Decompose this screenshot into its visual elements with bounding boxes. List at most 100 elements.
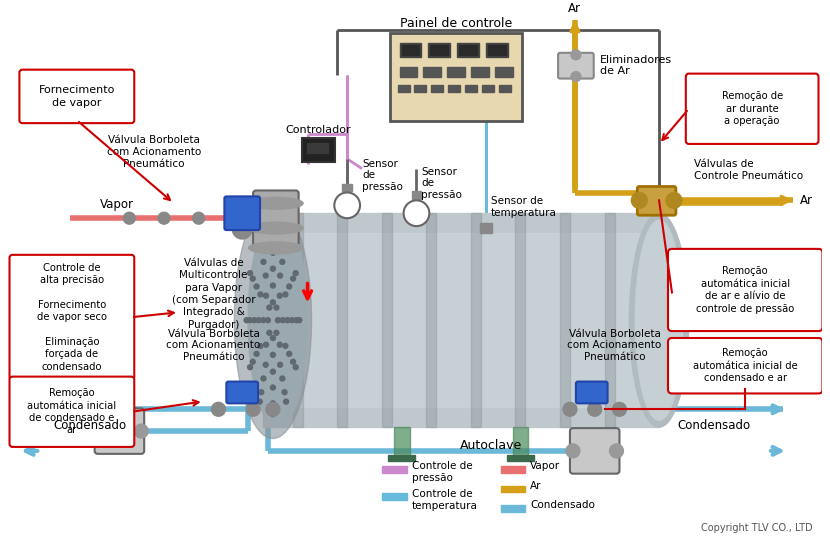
Text: Sensor
de
pressão: Sensor de pressão bbox=[422, 167, 462, 200]
Circle shape bbox=[158, 212, 170, 224]
Circle shape bbox=[258, 343, 263, 348]
Circle shape bbox=[281, 318, 285, 323]
Text: Válvula Borboleta
com Acionamento
Pneumático: Válvula Borboleta com Acionamento Pneumá… bbox=[107, 136, 201, 168]
Bar bbox=[471, 213, 481, 427]
Circle shape bbox=[254, 284, 259, 289]
Circle shape bbox=[193, 212, 204, 224]
Circle shape bbox=[571, 72, 581, 82]
Circle shape bbox=[247, 364, 252, 370]
Bar bbox=[560, 213, 570, 427]
Circle shape bbox=[588, 402, 602, 416]
Circle shape bbox=[90, 424, 105, 438]
Circle shape bbox=[283, 343, 288, 348]
Text: Sensor de
temperatura: Sensor de temperatura bbox=[491, 197, 557, 218]
Bar bbox=[482, 85, 494, 92]
Circle shape bbox=[247, 318, 252, 323]
Text: Remoção
automática inicial
de condensado e
ar: Remoção automática inicial de condensado… bbox=[27, 388, 116, 435]
Text: Sensor
de
pressão: Sensor de pressão bbox=[362, 159, 403, 192]
Circle shape bbox=[212, 402, 226, 416]
Circle shape bbox=[271, 234, 276, 239]
Circle shape bbox=[134, 424, 148, 438]
FancyBboxPatch shape bbox=[301, 138, 335, 162]
Ellipse shape bbox=[635, 220, 683, 420]
Circle shape bbox=[267, 330, 272, 335]
Circle shape bbox=[293, 364, 298, 370]
FancyBboxPatch shape bbox=[9, 255, 134, 380]
Circle shape bbox=[277, 362, 282, 367]
FancyBboxPatch shape bbox=[95, 408, 144, 454]
Circle shape bbox=[267, 305, 272, 310]
Circle shape bbox=[271, 266, 276, 271]
Circle shape bbox=[254, 352, 259, 356]
FancyBboxPatch shape bbox=[570, 428, 619, 474]
Circle shape bbox=[293, 271, 298, 275]
Text: Painel de controle: Painel de controle bbox=[400, 17, 512, 30]
Bar bbox=[382, 213, 392, 427]
Bar bbox=[506, 455, 535, 461]
Circle shape bbox=[290, 276, 295, 281]
Circle shape bbox=[276, 318, 281, 323]
Text: Válvula Borboleta
com Acionamento
Pneumático: Válvula Borboleta com Acionamento Pneumá… bbox=[568, 328, 662, 362]
Text: Remoção
automática inicial de
condensado e ar: Remoção automática inicial de condensado… bbox=[693, 348, 798, 383]
Circle shape bbox=[247, 212, 259, 224]
Text: Vapor: Vapor bbox=[100, 198, 134, 211]
Circle shape bbox=[271, 251, 276, 255]
Bar bbox=[604, 213, 614, 427]
Text: Válvula Borboleta
com Acionamento
Pneumático: Válvula Borboleta com Acionamento Pneumá… bbox=[166, 328, 261, 362]
Circle shape bbox=[271, 300, 276, 305]
Text: Controlador: Controlador bbox=[286, 125, 351, 135]
Circle shape bbox=[271, 335, 276, 341]
Text: Válvulas de
Controle Pneumático: Válvulas de Controle Pneumático bbox=[694, 159, 803, 180]
Circle shape bbox=[290, 359, 295, 364]
Circle shape bbox=[613, 402, 627, 416]
Circle shape bbox=[263, 273, 268, 278]
Bar bbox=[512, 427, 529, 457]
Bar bbox=[499, 85, 510, 92]
Circle shape bbox=[284, 399, 289, 404]
Text: Fornecimento
de vapor: Fornecimento de vapor bbox=[39, 85, 115, 107]
Bar bbox=[412, 192, 422, 199]
Bar bbox=[414, 85, 427, 92]
Bar bbox=[388, 455, 416, 461]
Bar bbox=[423, 67, 442, 77]
FancyBboxPatch shape bbox=[558, 53, 593, 79]
Circle shape bbox=[251, 318, 256, 323]
Bar bbox=[457, 43, 479, 57]
Circle shape bbox=[263, 362, 268, 367]
Circle shape bbox=[271, 401, 276, 406]
Circle shape bbox=[244, 318, 249, 323]
Circle shape bbox=[271, 385, 276, 390]
Ellipse shape bbox=[629, 213, 689, 427]
Bar bbox=[342, 184, 352, 192]
Ellipse shape bbox=[249, 222, 303, 234]
Bar bbox=[428, 43, 450, 57]
Bar bbox=[448, 85, 460, 92]
Bar bbox=[500, 505, 525, 512]
Circle shape bbox=[259, 390, 264, 395]
Circle shape bbox=[124, 212, 135, 224]
Circle shape bbox=[264, 342, 269, 347]
Circle shape bbox=[266, 318, 271, 323]
Circle shape bbox=[261, 259, 266, 265]
Bar bbox=[263, 213, 659, 427]
Bar bbox=[480, 223, 491, 233]
Circle shape bbox=[297, 318, 302, 323]
Circle shape bbox=[247, 402, 260, 416]
Circle shape bbox=[284, 236, 289, 241]
Bar bbox=[500, 465, 525, 472]
Circle shape bbox=[277, 342, 282, 347]
Text: Autoclave: Autoclave bbox=[460, 439, 522, 452]
Circle shape bbox=[285, 318, 290, 323]
Bar bbox=[402, 45, 419, 55]
Text: Remoção de
ar durante
a operação: Remoção de ar durante a operação bbox=[721, 91, 783, 126]
FancyBboxPatch shape bbox=[686, 73, 818, 144]
Ellipse shape bbox=[232, 219, 252, 239]
Bar bbox=[306, 143, 329, 153]
Bar bbox=[500, 485, 525, 492]
Ellipse shape bbox=[234, 202, 311, 438]
Bar bbox=[399, 43, 422, 57]
FancyBboxPatch shape bbox=[253, 191, 299, 251]
Text: Remoção
automática inicial
de ar e alívio de
controle de pressão: Remoção automática inicial de ar e alívi… bbox=[696, 266, 794, 314]
Bar bbox=[399, 67, 417, 77]
Circle shape bbox=[259, 246, 264, 251]
